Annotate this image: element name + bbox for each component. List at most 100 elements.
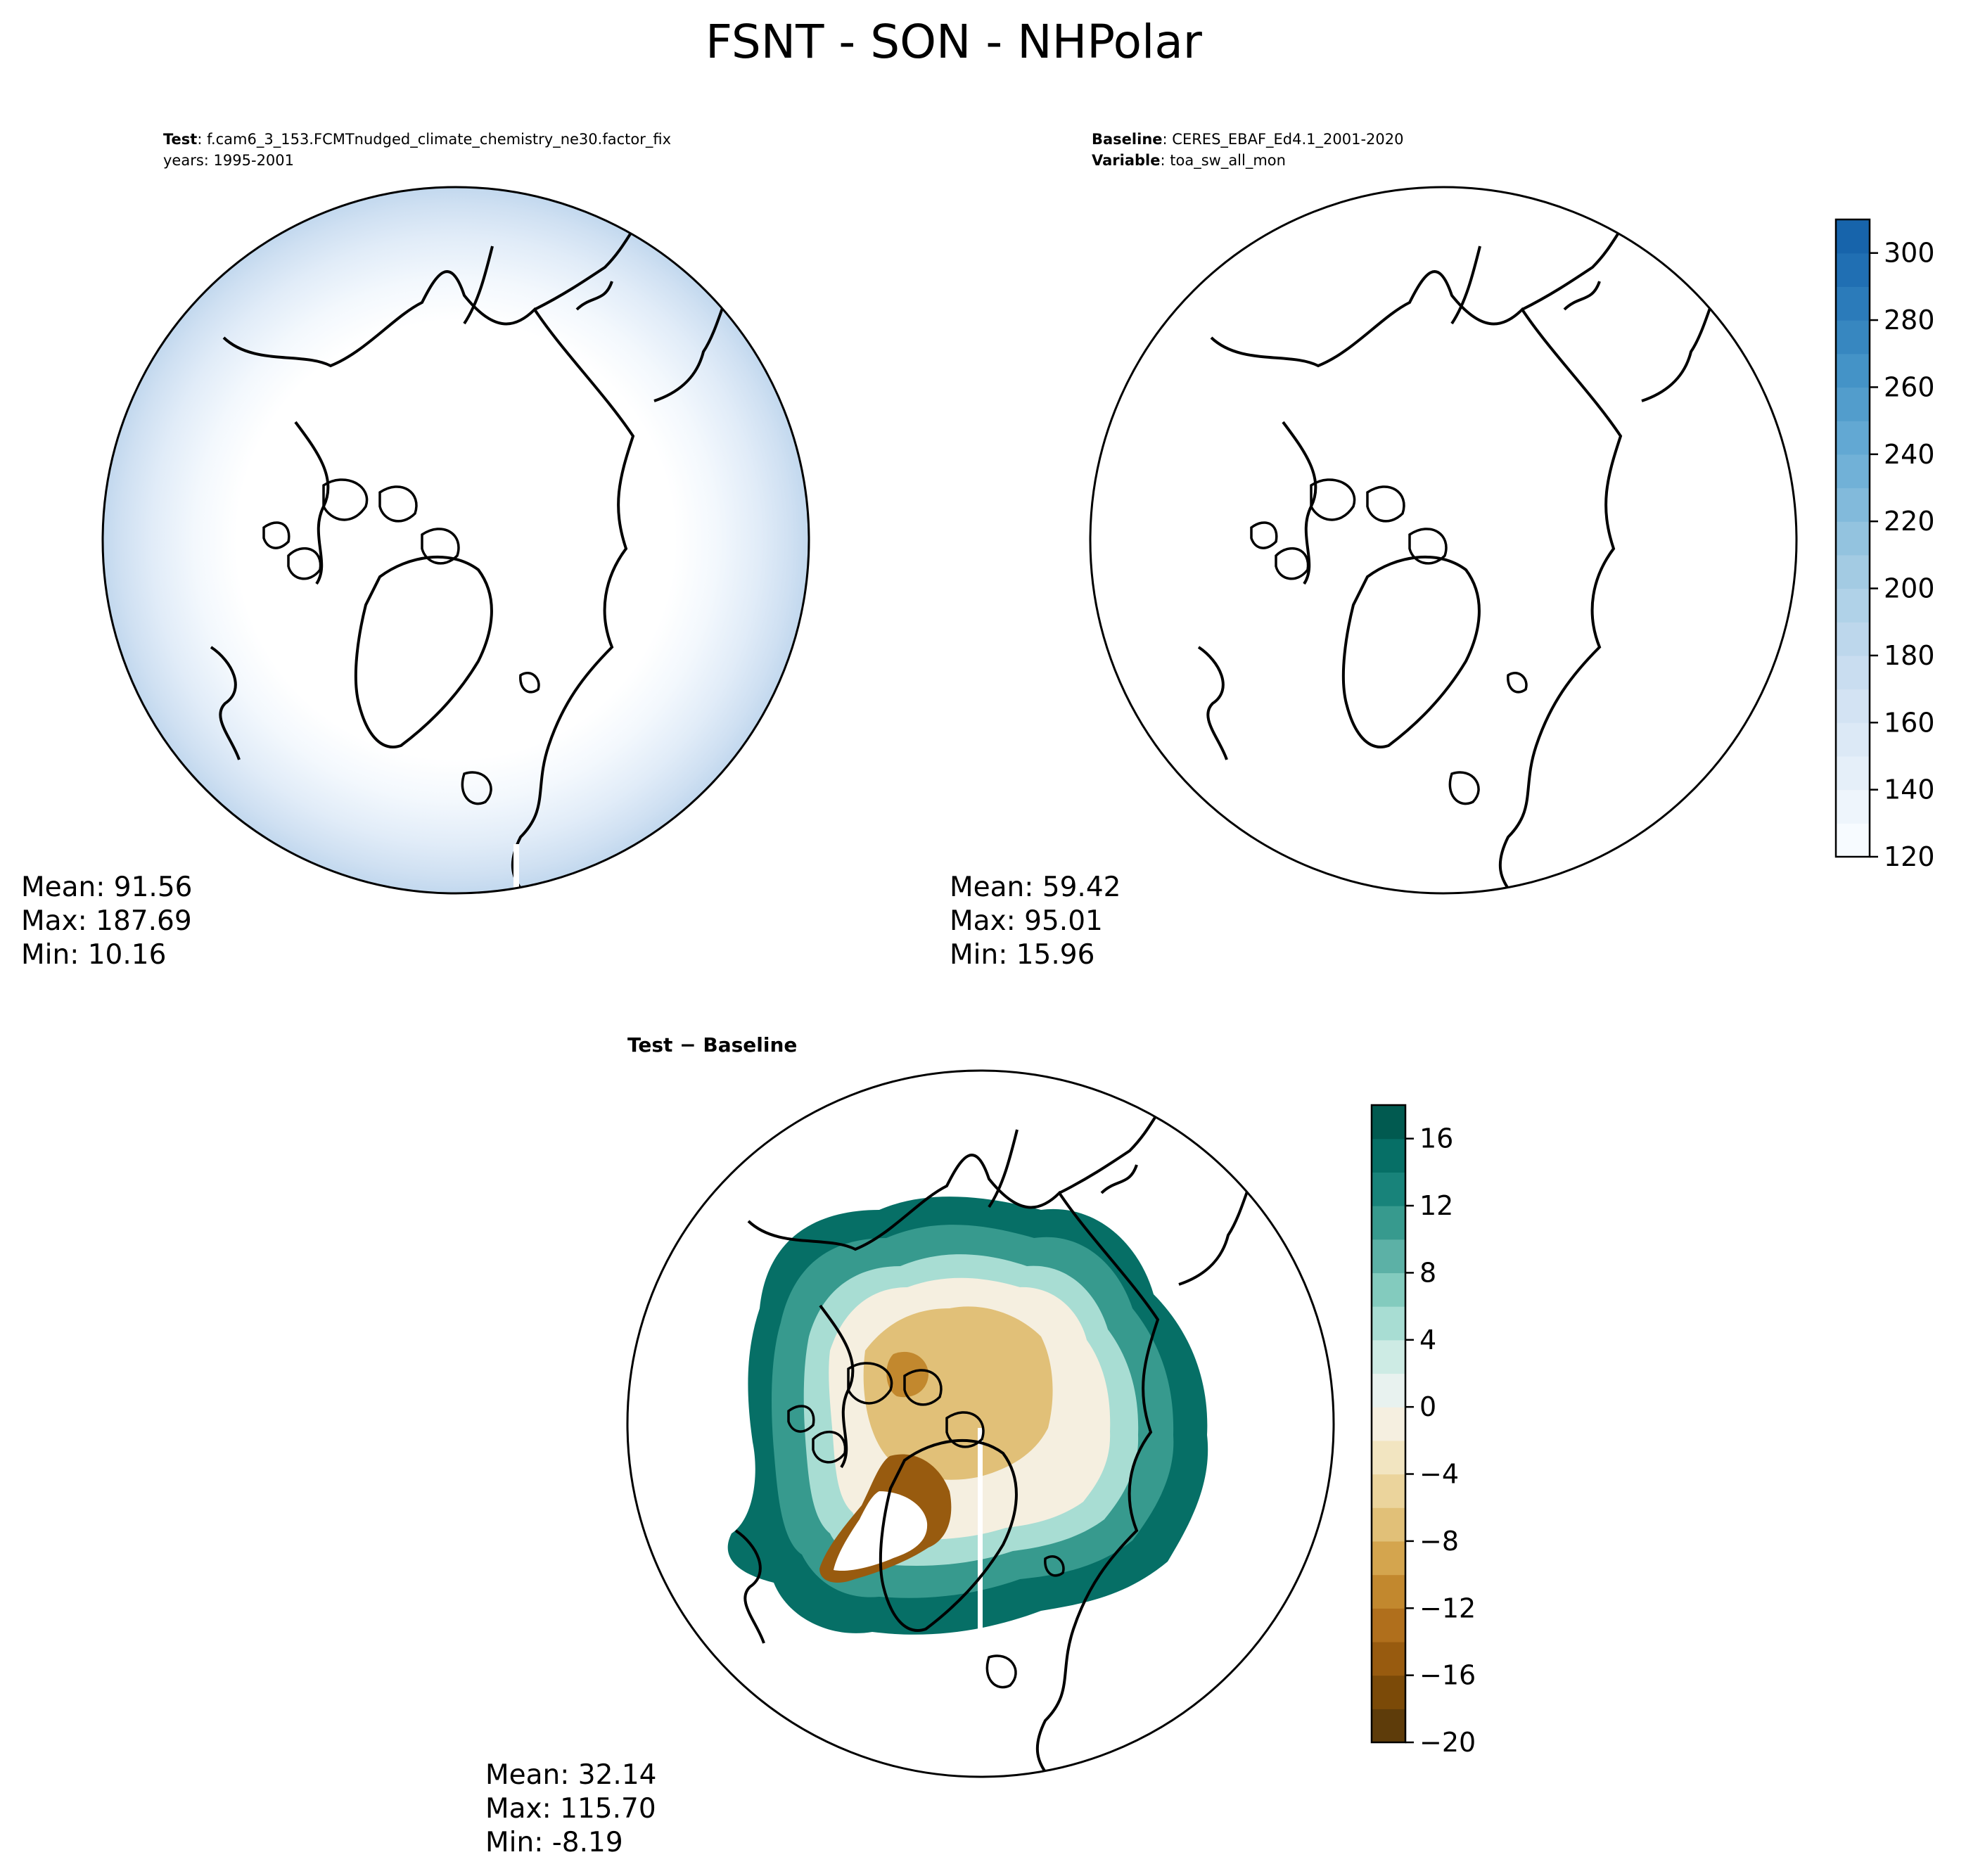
coastline [988,1129,1019,1208]
test-header-value: f.cam6_3_153.FCMTnudged_climate_chemistr… [207,131,671,148]
coastline [575,281,613,311]
colorbar-segment [1836,253,1870,287]
baseline-header-line-1: Baseline: CERES_EBAF_Ed4.1_2001-2020 [1092,131,1403,148]
colorbar-segment [1372,1306,1405,1341]
coastline [734,1529,765,1644]
colorbar-tick-label: 260 [1884,371,1935,402]
colorbar-segment [1836,454,1870,489]
coastline [730,793,796,880]
coastline [1450,245,1481,325]
difference-stat-mean: Mean: 32.14 [485,1759,656,1791]
test-seam [513,844,519,893]
island-coastline [322,478,369,521]
colorbar-tick-label: 16 [1419,1123,1453,1154]
colorbar-segment [1836,655,1870,690]
colorbar-segment [1372,1138,1405,1173]
test-field [103,187,809,893]
island-coastline [1448,771,1480,805]
baseline-variable-label: Variable [1092,152,1160,169]
baseline-header-sep: : [1163,131,1173,148]
island-coastline [1408,528,1448,565]
test-coastlines [210,187,796,893]
colorbar-segment [1372,1540,1405,1576]
colorbar-segment [1836,622,1870,656]
island-coastline [847,1362,893,1405]
diff-greenland-white [834,1491,928,1571]
colorbar-segment [1836,387,1870,421]
difference-header: Test − Baseline [627,1033,797,1057]
colorbar-segment [1372,1172,1405,1206]
test-map [103,187,809,893]
island-coastline [1250,521,1278,549]
colorbar-tick-label: 160 [1884,707,1935,738]
greenland-coastline [879,1438,1018,1632]
colorbar-segment [1836,421,1870,455]
coastline [1255,1677,1321,1763]
test-stat-max: Max: 187.69 [21,905,192,937]
colorbar-segment [1836,554,1870,589]
coastline [1718,793,1784,880]
island-coastline [787,1405,815,1433]
coastline [463,245,494,325]
baseline-field [1090,187,1796,893]
colorbar-frame [1370,1104,1407,1744]
colorbar-segment [1836,487,1870,522]
island-coastline [945,1411,985,1448]
island-coastline [461,771,492,805]
coastline [1210,270,1623,893]
island-coastline [1366,485,1405,523]
colorbar-tick-label: 240 [1884,439,1935,470]
difference-map-border [626,1069,1335,1778]
baseline-panel: Baseline: CERES_EBAF_Ed4.1_2001-2020 Var… [950,131,1935,971]
test-stat-min: Min: 10.16 [21,939,166,971]
colorbar-segment [1836,286,1870,321]
coastline [210,646,241,760]
test-header-line-1: Test: f.cam6_3_153.FCMTnudged_climate_ch… [163,131,671,148]
colorbar-segment [1836,521,1870,556]
island-coastline [378,485,418,523]
baseline-variable-sep: : [1160,152,1170,169]
colorbar-tick-label: 0 [1419,1391,1436,1422]
test-stat-mean: Mean: 91.56 [21,872,192,903]
colorbar-segment [1836,219,1870,254]
colorbar-tick-label: 120 [1884,841,1935,872]
baseline-colorbar: 120 140 160 180 200 220 240 260 280 300 [1834,218,1935,872]
baseline-map-border [1089,186,1798,895]
island-coastline [519,672,540,694]
baseline-header-value: CERES_EBAF_Ed4.1_2001-2020 [1172,131,1403,148]
colorbar-segment [1372,1608,1405,1642]
colorbar-tick-label: −12 [1419,1593,1476,1623]
baseline-variable-value: toa_sw_all_mon [1170,152,1286,170]
test-header-sep: : [197,131,207,148]
colorbar-tick-label: 8 [1419,1257,1436,1288]
greenland-coastline [354,555,493,748]
colorbar-segment [1836,588,1870,623]
colorbar-segment [1836,823,1870,857]
baseline-header-line-2: Variable: toa_sw_all_mon [1092,152,1286,170]
island-coastline [985,1654,1017,1689]
colorbar-segment [1372,1440,1405,1475]
baseline-stat-max: Max: 95.01 [950,905,1103,937]
colorbar-tick-label: −8 [1419,1526,1459,1557]
test-panel: Test: f.cam6_3_153.FCMTnudged_climate_ch… [21,131,810,971]
island-coastline [1275,547,1310,580]
colorbar-tick-label: 180 [1884,640,1935,671]
colorbar-segment [1372,1641,1405,1676]
island-coastline [1507,672,1528,694]
colorbar-segment [1372,1339,1405,1374]
colorbar-tick-label: −20 [1419,1727,1476,1758]
baseline-header-label: Baseline [1092,131,1163,148]
colorbar-segment [1372,1272,1405,1307]
colorbar-segment [1372,1239,1405,1274]
island-coastline [1044,1555,1065,1577]
diff-contour-neg-low [863,1306,1053,1480]
diff-seam [978,1428,983,1632]
baseline-stat-mean: Mean: 59.42 [950,872,1121,903]
test-header-line-2: years: 1995-2001 [163,152,294,169]
colorbar-segment [1372,1507,1405,1542]
coastline [222,270,635,893]
colorbar-segment [1836,689,1870,723]
colorbar-tick-label: 4 [1419,1325,1436,1355]
coastline [1563,281,1601,311]
